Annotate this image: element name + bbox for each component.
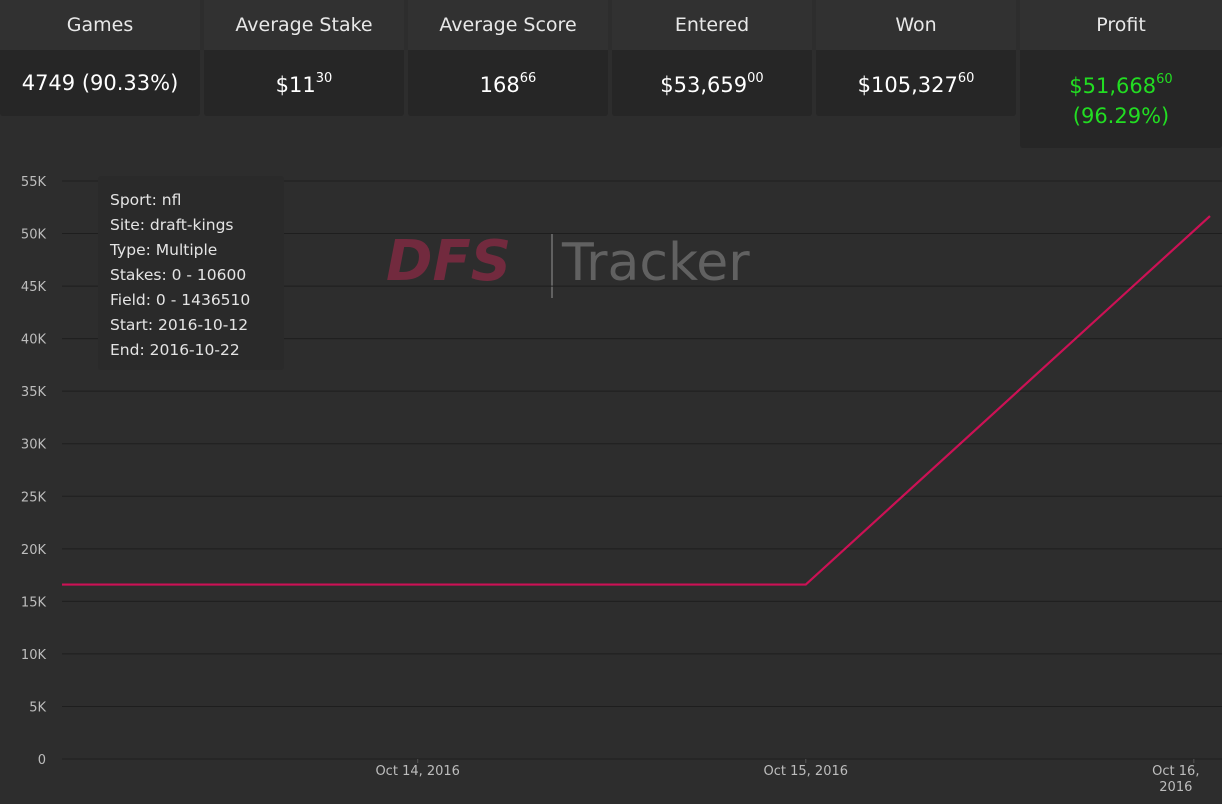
stat-cents: 66: [519, 71, 537, 86]
y-tick-label: 5K: [29, 700, 46, 715]
filter-end: End: 2016-10-22: [110, 341, 240, 359]
stat-label: Games: [0, 0, 200, 50]
y-tick-label: 55K: [21, 175, 47, 190]
y-tick-label: 10K: [21, 648, 47, 663]
stat-cents: 30: [315, 71, 333, 86]
stat-label: Entered: [612, 0, 812, 50]
filter-start: Start: 2016-10-12: [110, 316, 249, 334]
stat-label: Average Stake: [204, 0, 404, 50]
y-tick-label: 45K: [21, 280, 47, 295]
stat-games: Games 4749 (90.33%): [0, 0, 200, 116]
stat-value: 4749 (90.33%): [21, 71, 179, 95]
profit-line-chart: 0 5K 10K 15K 20K 25K 30K 35K 40K 45K 50K 55K Oct 14…: [21, 175, 1222, 795]
logo-dfs-text: DFS: [386, 229, 511, 294]
stat-average-score: Average Score 16866: [408, 0, 608, 116]
stat-percent: (96.29%): [1072, 104, 1170, 128]
stat-value: 16866: [479, 71, 537, 97]
stat-profit: Profit $51,66860 (96.29%): [1020, 0, 1222, 148]
x-axis-ticks: Oct 14, 2016 Oct 15, 2016 Oct 16, 2016: [375, 759, 1199, 795]
stat-cents: 60: [957, 71, 975, 86]
stat-label: Won: [816, 0, 1016, 50]
stat-won: Won $105,32760: [816, 0, 1016, 116]
filter-type: Type: Multiple: [110, 241, 218, 259]
profit-chart: 0 5K 10K 15K 20K 25K 30K 35K 40K 45K 50K 55K Oct 14…: [0, 150, 1222, 800]
x-tick-label: Oct 16, 2016: [1152, 764, 1199, 795]
stat-value: $105,32760: [857, 71, 975, 97]
stat-label: Profit: [1020, 0, 1222, 50]
profit-series-line: [62, 215, 1211, 586]
y-tick-label: 30K: [21, 438, 47, 453]
stats-bar: Games 4749 (90.33%) Average Stake $1130 …: [0, 0, 1222, 150]
dfs-tracker-logo: DFS Tracker: [386, 229, 750, 298]
filter-field: Field: 0 - 1436510: [110, 291, 251, 309]
y-tick-label: 0: [38, 753, 46, 768]
x-tick-label: Oct 15, 2016: [764, 764, 849, 779]
stat-entered: Entered $53,65900: [612, 0, 812, 116]
stat-label: Average Score: [408, 0, 608, 50]
y-tick-label: 15K: [21, 595, 47, 610]
filter-summary: Sport: nfl Site: draft-kings Type: Multi…: [98, 176, 284, 370]
y-tick-label: 50K: [21, 228, 47, 243]
stat-average-stake: Average Stake $1130: [204, 0, 404, 116]
stat-cents: 60: [1156, 72, 1173, 87]
stat-cents: 00: [747, 71, 764, 86]
y-tick-label: 25K: [21, 490, 47, 505]
stat-value: $1130: [275, 71, 333, 97]
filter-stakes: Stakes: 0 - 10600: [110, 266, 247, 284]
y-tick-label: 40K: [21, 333, 47, 348]
logo-tracker-text: Tracker: [561, 233, 750, 293]
y-tick-label: 20K: [21, 543, 47, 558]
y-tick-label: 35K: [21, 385, 47, 400]
series: [62, 215, 1211, 586]
stat-value: $51,66860: [1069, 72, 1173, 98]
x-tick-label: Oct 14, 2016: [375, 764, 460, 779]
y-axis-ticks: 0 5K 10K 15K 20K 25K 30K 35K 40K 45K 50K 55K: [21, 175, 47, 768]
stat-value: $53,65900: [660, 71, 764, 97]
filter-sport: Sport: nfl: [110, 191, 182, 209]
filter-site: Site: draft-kings: [110, 216, 234, 234]
